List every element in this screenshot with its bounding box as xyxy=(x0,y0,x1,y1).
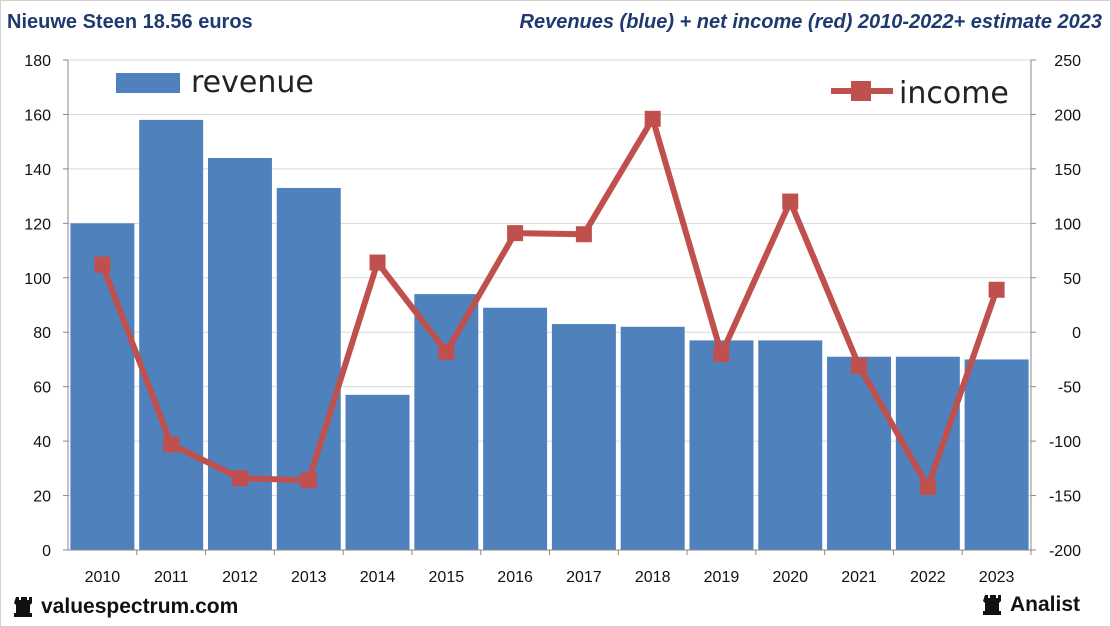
combo-chart: 0 20 40 60 80 100 120 140 160 180 -200 -150 -100 -50… xyxy=(24,53,1081,586)
right-tick-label: 50 xyxy=(1063,271,1081,288)
left-tick-label: 20 xyxy=(33,489,51,506)
legend-income-marker xyxy=(851,81,871,101)
left-tick-label: 0 xyxy=(42,543,51,560)
left-tick-label: 120 xyxy=(24,216,51,233)
x-tick-label: 2021 xyxy=(841,569,877,586)
legend-revenue: revenue xyxy=(116,65,314,100)
revenue-bar-2018 xyxy=(620,326,685,550)
revenue-bar-2015 xyxy=(414,294,479,550)
x-tick-label: 2017 xyxy=(566,569,602,586)
income-point-2020 xyxy=(782,193,799,210)
x-tick-label: 2016 xyxy=(497,569,533,586)
axes xyxy=(63,59,1036,555)
left-axis-ticks: 0 20 40 60 80 100 120 140 160 180 xyxy=(24,53,51,560)
revenue-bar-2016 xyxy=(483,307,548,550)
brand-right-text: Analist xyxy=(1009,593,1080,616)
x-tick-label: 2018 xyxy=(635,569,671,586)
income-point-2021 xyxy=(851,357,868,374)
x-tick-label: 2013 xyxy=(291,569,327,586)
income-point-2015 xyxy=(438,343,455,360)
left-tick-label: 140 xyxy=(24,162,51,179)
income-point-2016 xyxy=(507,225,524,242)
income-point-2013 xyxy=(300,472,317,489)
legend-income: income xyxy=(831,76,1009,111)
revenue-bar-2014 xyxy=(345,394,410,550)
income-point-2022 xyxy=(919,478,936,495)
chart-title: Revenues (blue) + net income (red) 2010-… xyxy=(519,11,1103,33)
left-tick-label: 160 xyxy=(24,107,51,124)
rook-icon xyxy=(982,595,1001,615)
brand-left-text: valuespectrum.com xyxy=(41,595,239,618)
income-series-line xyxy=(99,115,1000,490)
footer-brand-right: Analist xyxy=(982,593,1080,617)
revenue-bar-2021 xyxy=(827,356,892,550)
revenue-bar-2020 xyxy=(758,340,823,550)
revenue-bar-2010 xyxy=(70,223,135,551)
right-tick-label: -50 xyxy=(1058,380,1081,397)
x-tick-label: 2012 xyxy=(222,569,258,586)
revenue-bar-2012 xyxy=(207,158,272,550)
income-point-2017 xyxy=(575,226,592,243)
income-point-2019 xyxy=(713,346,730,362)
legend-revenue-label: revenue xyxy=(191,65,314,100)
legend-income-label: income xyxy=(899,76,1009,111)
left-tick-label: 60 xyxy=(33,380,51,397)
right-tick-label: -100 xyxy=(1049,434,1081,451)
revenue-bars xyxy=(70,119,1029,551)
income-point-2010 xyxy=(94,256,111,273)
x-tick-label: 2011 xyxy=(154,569,189,586)
revenue-bar-2011 xyxy=(139,119,204,550)
revenue-bar-2017 xyxy=(551,324,616,550)
right-tick-label: 200 xyxy=(1054,107,1081,124)
x-tick-label: 2014 xyxy=(360,569,396,586)
income-point-2023 xyxy=(988,281,1005,298)
income-line xyxy=(94,110,1005,495)
income-point-2012 xyxy=(231,470,248,487)
income-point-2014 xyxy=(369,254,386,271)
company-price-title: Nieuwe Steen 18.56 euros xyxy=(7,11,253,33)
right-tick-label: -200 xyxy=(1049,543,1081,560)
income-point-2018 xyxy=(644,110,661,127)
left-tick-label: 40 xyxy=(33,434,51,451)
left-tick-label: 100 xyxy=(24,271,51,288)
right-tick-label: 150 xyxy=(1054,162,1081,179)
x-tick-label: 2022 xyxy=(910,569,946,586)
footer-brand-left: valuespectrum.com xyxy=(13,595,238,619)
legend-revenue-swatch xyxy=(116,73,180,93)
x-tick-label: 2010 xyxy=(85,569,121,586)
revenue-bar-2013 xyxy=(276,187,341,550)
x-axis-ticks: 2010 2011 2012 2013 2014 2015 2016 2017 2018 2019… xyxy=(85,569,1015,586)
left-tick-label: 80 xyxy=(33,325,51,342)
income-point-2011 xyxy=(163,436,180,453)
right-tick-label: 100 xyxy=(1054,216,1081,233)
right-tick-label: 0 xyxy=(1072,325,1081,342)
x-tick-label: 2020 xyxy=(772,569,808,586)
x-tick-label: 2023 xyxy=(979,569,1015,586)
right-tick-label: 250 xyxy=(1054,53,1081,70)
revenue-bar-2023 xyxy=(964,359,1029,550)
revenue-bar-2019 xyxy=(689,340,754,550)
right-axis-ticks: -200 -150 -100 -50 0 50 100 150 200 250 xyxy=(1049,53,1081,560)
left-tick-label: 180 xyxy=(24,53,51,70)
x-tick-label: 2019 xyxy=(704,569,740,586)
x-tick-label: 2015 xyxy=(429,569,465,586)
rook-icon xyxy=(14,597,32,617)
right-tick-label: -150 xyxy=(1049,489,1081,506)
